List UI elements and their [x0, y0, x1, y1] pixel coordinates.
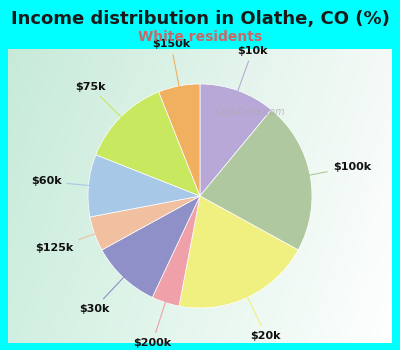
- Text: $100k: $100k: [307, 162, 371, 176]
- Text: $125k: $125k: [36, 233, 97, 253]
- Wedge shape: [88, 155, 200, 217]
- Wedge shape: [200, 84, 271, 196]
- Text: White residents: White residents: [138, 30, 262, 44]
- Text: $75k: $75k: [76, 82, 123, 119]
- Text: $150k: $150k: [152, 39, 190, 89]
- Wedge shape: [90, 196, 200, 250]
- Text: $60k: $60k: [31, 176, 91, 187]
- Text: $20k: $20k: [246, 295, 281, 341]
- Wedge shape: [152, 196, 200, 306]
- Text: $30k: $30k: [79, 275, 125, 314]
- Text: $200k: $200k: [133, 300, 171, 348]
- Text: City-Data.com: City-Data.com: [216, 107, 285, 117]
- Wedge shape: [179, 196, 298, 308]
- Wedge shape: [200, 110, 312, 250]
- Text: $10k: $10k: [237, 46, 268, 93]
- Wedge shape: [96, 92, 200, 196]
- Text: Income distribution in Olathe, CO (%): Income distribution in Olathe, CO (%): [10, 10, 390, 28]
- Wedge shape: [102, 196, 200, 298]
- Wedge shape: [159, 84, 200, 196]
